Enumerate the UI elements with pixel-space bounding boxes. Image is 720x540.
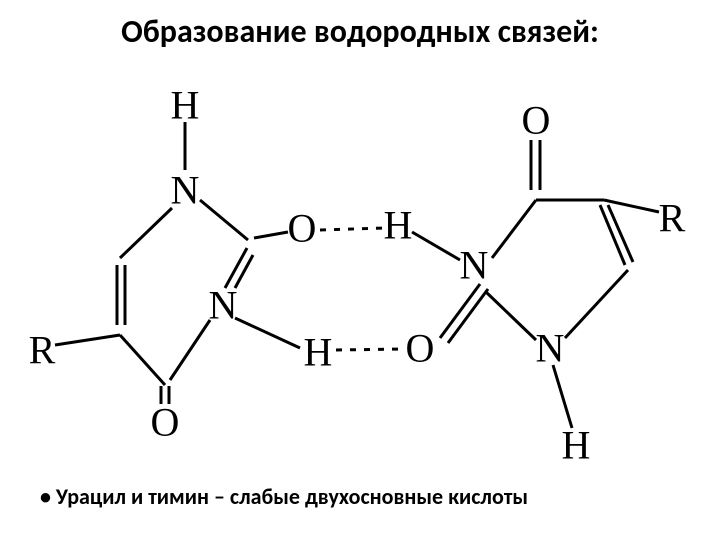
bond <box>120 208 172 258</box>
atom-label: H <box>562 422 591 469</box>
bond <box>120 335 165 385</box>
atom-label: N <box>171 167 200 214</box>
bond <box>412 232 460 260</box>
atom-label: O <box>522 97 551 144</box>
atom-label: H <box>171 82 200 129</box>
atom-label: O <box>288 205 317 252</box>
description-bullet: • Урацил и тимин – слабые двухосновные к… <box>40 483 528 510</box>
atom-label: R <box>29 327 56 374</box>
bond <box>235 255 253 288</box>
bond <box>553 365 572 428</box>
atom-label: H <box>304 329 333 376</box>
atom-label: N <box>460 242 489 289</box>
bond <box>200 200 248 240</box>
hydrogen-bond <box>320 228 384 230</box>
bond <box>486 292 536 340</box>
bond <box>170 320 210 380</box>
bond <box>254 232 288 238</box>
page-title: Образование водородных связей: <box>0 12 720 51</box>
atom-label: O <box>406 325 435 372</box>
bond <box>448 289 488 343</box>
bond <box>604 200 659 212</box>
bond <box>235 318 300 348</box>
bond <box>492 200 536 258</box>
atom-label: N <box>209 282 238 329</box>
bond <box>565 270 628 338</box>
bond <box>440 284 480 338</box>
atom-label: O <box>151 399 180 446</box>
atom-label: H <box>384 202 413 249</box>
atom-label: R <box>659 195 686 242</box>
bond <box>55 335 120 345</box>
chemical-diagram <box>0 60 720 460</box>
atom-label: N <box>536 325 565 372</box>
hydrogen-bond <box>336 349 404 350</box>
